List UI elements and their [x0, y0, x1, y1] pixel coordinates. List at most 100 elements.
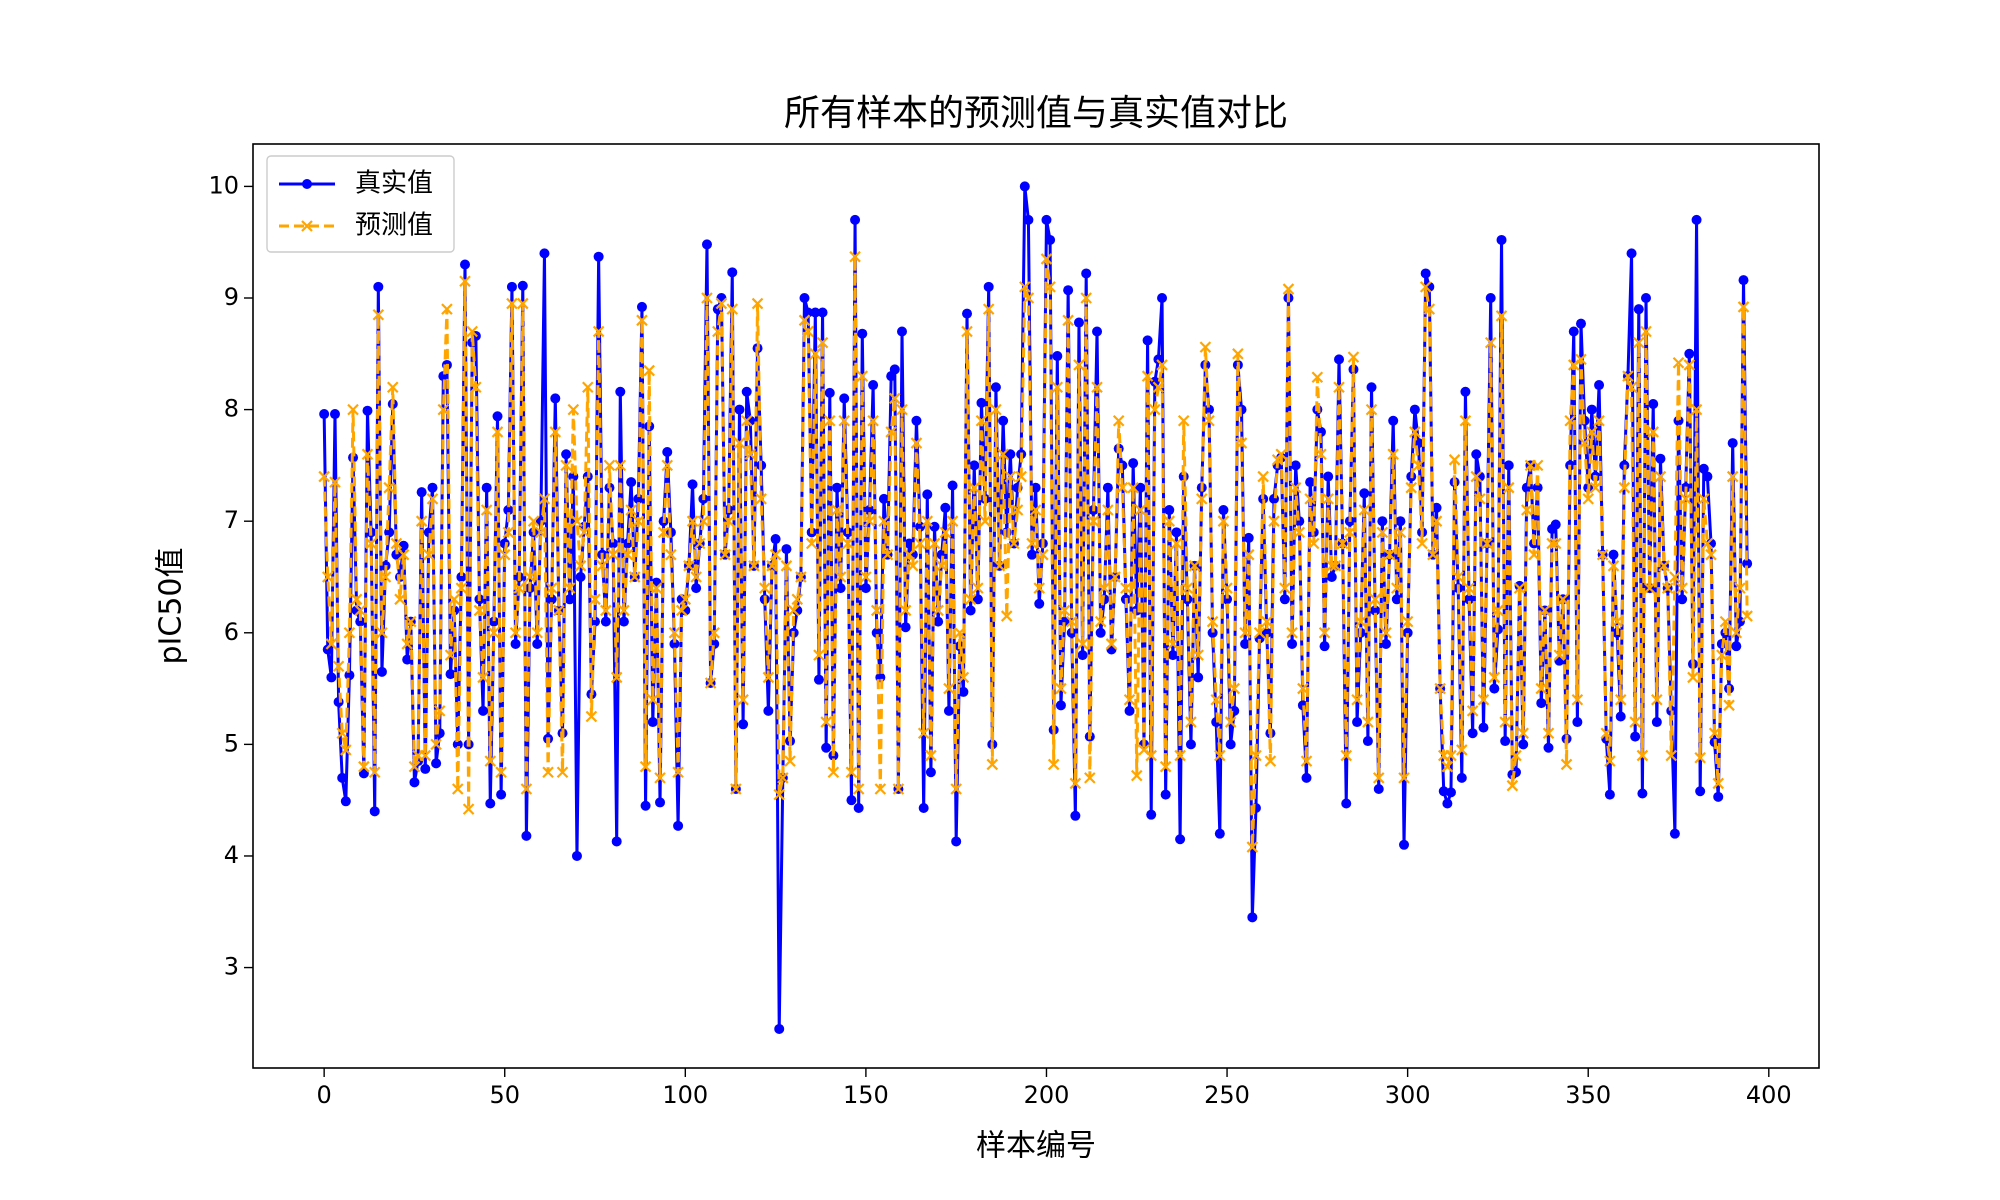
point-marker [852, 783, 865, 795]
point-marker [1608, 549, 1619, 560]
point-marker [1163, 515, 1176, 527]
point-marker [1177, 414, 1190, 427]
point-marker [968, 481, 981, 494]
x-tick-label: 200 [1024, 1081, 1070, 1109]
point-marker [929, 521, 940, 532]
point-marker [856, 370, 869, 382]
point-marker [748, 560, 760, 572]
point-marker [607, 548, 619, 561]
point-marker [1489, 683, 1500, 694]
point-marker [733, 437, 746, 449]
point-marker [1399, 839, 1410, 850]
point-marker [1041, 214, 1052, 225]
point-marker [687, 479, 698, 490]
point-marker [1069, 777, 1082, 790]
point-marker [1502, 481, 1515, 494]
point-marker [563, 582, 576, 594]
point-marker [610, 671, 623, 684]
point-marker [904, 538, 915, 549]
point-marker [831, 482, 842, 493]
point-marker [1124, 705, 1135, 716]
point-marker [741, 386, 752, 397]
point-marker [1517, 727, 1529, 739]
point-marker [1253, 627, 1266, 639]
point-marker [827, 766, 840, 779]
point-marker [751, 297, 764, 310]
point-marker [1159, 760, 1172, 773]
point-marker [1261, 615, 1273, 628]
point-marker [1058, 604, 1071, 617]
point-marker [943, 705, 954, 716]
point-marker [740, 414, 753, 427]
point-marker [1380, 627, 1392, 639]
point-marker [787, 604, 800, 617]
point-marker [618, 616, 629, 627]
point-marker [1690, 403, 1703, 416]
point-marker [1152, 381, 1165, 394]
point-marker [1279, 582, 1291, 594]
point-marker [1618, 481, 1631, 494]
point-marker [770, 534, 781, 545]
point-marker [1665, 749, 1678, 762]
point-marker [1175, 834, 1186, 845]
point-marker [1022, 292, 1035, 304]
y-tick-label: 10 [208, 171, 239, 199]
point-marker [639, 760, 652, 773]
point-marker [1615, 711, 1626, 722]
point-marker [845, 766, 858, 779]
point-marker [485, 798, 496, 809]
axes-frame [252, 143, 1820, 1069]
point-marker [1167, 650, 1178, 661]
point-marker [954, 627, 966, 639]
point-marker [1575, 318, 1586, 329]
point-marker [628, 571, 641, 583]
point-marker [532, 638, 543, 649]
point-marker [415, 515, 428, 527]
point-marker [1138, 744, 1150, 756]
point-marker [621, 548, 634, 561]
point-marker [470, 381, 482, 394]
point-marker [384, 527, 395, 538]
point-marker [881, 548, 894, 561]
point-marker [336, 727, 348, 739]
point-marker [1315, 448, 1327, 461]
point-marker [803, 307, 814, 318]
point-marker [593, 251, 604, 262]
point-marker [1539, 604, 1551, 617]
point-marker [326, 672, 337, 683]
point-marker [911, 415, 922, 426]
point-marker [1203, 404, 1214, 415]
point-marker [712, 325, 724, 338]
point-marker [1586, 404, 1597, 415]
point-marker [1546, 537, 1558, 550]
point-marker [1568, 326, 1579, 337]
point-marker [405, 615, 417, 628]
point-marker [1289, 481, 1302, 494]
point-marker [679, 593, 692, 606]
point-marker [1557, 593, 1569, 606]
point-marker [665, 548, 677, 561]
point-marker [1218, 505, 1229, 516]
point-marker [1734, 582, 1746, 594]
point-marker [506, 281, 517, 292]
point-marker [1239, 627, 1251, 639]
point-marker [1123, 693, 1136, 706]
point-marker [1470, 470, 1483, 483]
point-marker [408, 760, 421, 773]
point-marker [1572, 717, 1583, 728]
point-marker [1550, 519, 1561, 530]
point-marker [1015, 470, 1027, 483]
point-marker [675, 604, 688, 617]
point-marker [1395, 516, 1406, 527]
point-marker [636, 314, 648, 327]
point-marker [488, 616, 499, 627]
point-marker [1084, 772, 1096, 784]
point-marker [874, 783, 887, 795]
point-marker [1334, 354, 1345, 365]
point-marker [582, 381, 594, 394]
point-marker [301, 220, 313, 232]
point-marker [640, 800, 651, 811]
point-marker [932, 604, 944, 617]
point-marker [1195, 493, 1208, 505]
